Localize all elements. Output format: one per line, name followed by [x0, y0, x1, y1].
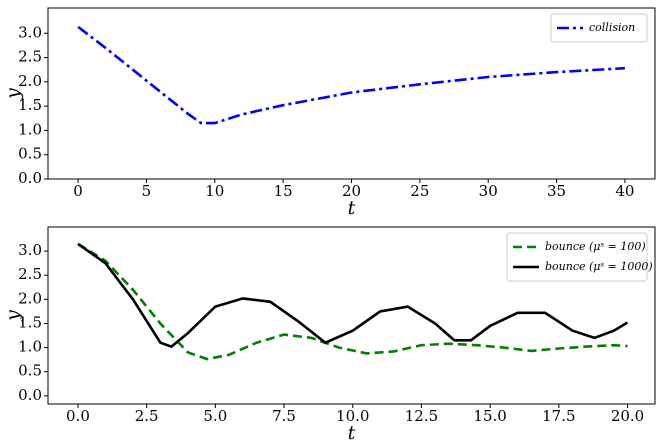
y-tick-label: 0.5	[18, 362, 42, 380]
x-tick-label: 10	[205, 182, 224, 200]
x-tick-label: 2.5	[135, 407, 159, 425]
x-tick-label: 15	[274, 182, 293, 200]
x-axis-label: t	[348, 197, 356, 219]
series-line	[77, 25, 625, 125]
legend-label: bounce (μˢ = 1000)	[545, 260, 653, 273]
series-line	[77, 242, 629, 349]
y-tick-label: 0.5	[18, 145, 42, 163]
x-tick-label: 0	[73, 182, 83, 200]
x-tick-label: 7.5	[272, 407, 296, 425]
x-tick-label: 12.5	[405, 407, 438, 425]
legend-label: bounce (μˢ = 100)	[545, 240, 646, 253]
x-tick-label: 5	[142, 182, 152, 200]
y-tick-label: 2.5	[18, 265, 42, 283]
y-tick-label: 3.0	[18, 23, 42, 41]
legend-box	[506, 232, 648, 282]
x-tick-label: 5.0	[203, 407, 227, 425]
y-tick-label: 1.5	[18, 313, 42, 331]
x-tick-label: 17.5	[542, 407, 575, 425]
y-tick-label: 2.0	[18, 72, 42, 90]
y-tick-label: 2.5	[18, 48, 42, 66]
x-axis-label: t	[348, 422, 356, 443]
y-tick-label: 3.0	[18, 241, 42, 259]
y-tick-label: 0.0	[18, 386, 42, 404]
legend-label: collision	[589, 21, 635, 34]
x-tick-label: 25	[410, 182, 429, 200]
x-tick-label: 35	[547, 182, 566, 200]
y-axis-label: y	[2, 88, 24, 100]
plot-frame	[47, 7, 656, 180]
series-line	[77, 242, 628, 361]
x-tick-label: 30	[479, 182, 498, 200]
x-tick-label: 10.0	[336, 407, 369, 425]
x-tick-label: 0.0	[66, 407, 90, 425]
x-tick-label: 20.0	[611, 407, 644, 425]
y-axis-label: y	[2, 310, 24, 322]
y-tick-label: 0.0	[18, 169, 42, 187]
y-tick-label: 1.5	[18, 96, 42, 114]
y-tick-label: 1.0	[18, 338, 42, 356]
plot-frame	[47, 226, 656, 405]
y-tick-label: 1.0	[18, 120, 42, 138]
x-tick-label: 40	[615, 182, 634, 200]
legend-box	[550, 13, 648, 43]
x-tick-label: 15.0	[473, 407, 506, 425]
x-tick-label: 20	[342, 182, 361, 200]
y-tick-label: 2.0	[18, 289, 42, 307]
